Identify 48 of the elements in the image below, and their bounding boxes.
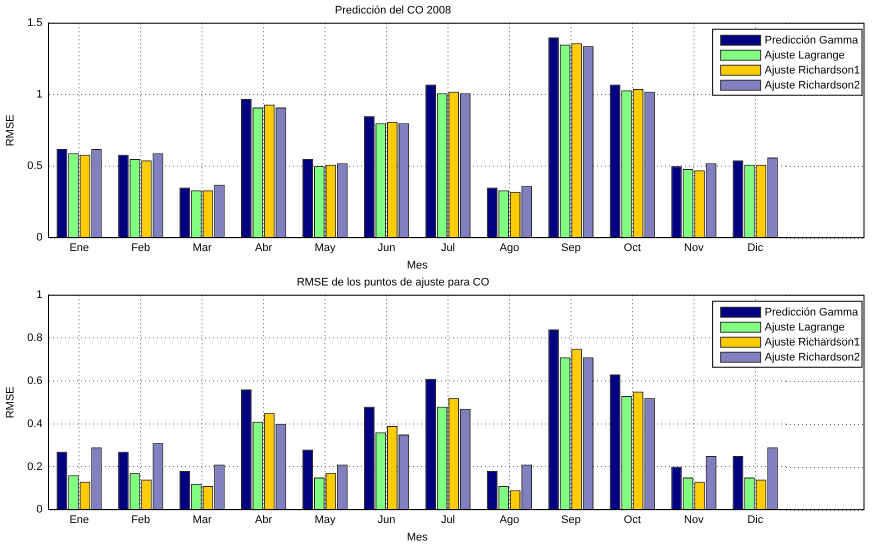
x-tick-label: Dic <box>747 514 764 526</box>
y-tick-label: 0.8 <box>27 332 42 344</box>
x-tick-label: May <box>314 514 336 526</box>
x-tick-label: Ene <box>69 242 90 254</box>
x-tick-label: Nov <box>684 242 704 254</box>
x-tick-label: Mar <box>192 514 212 526</box>
y-tick-label: 1.5 <box>27 17 42 30</box>
chart-title: Predicción del CO 2008 <box>334 4 452 17</box>
x-tick-label: Ago <box>500 242 520 254</box>
x-tick-label: Sep <box>561 242 581 254</box>
y-tick-label: 0 <box>36 504 42 516</box>
chart-title: RMSE de los puntos de ajuste para CO <box>296 276 490 289</box>
x-axis-title: Mes <box>406 259 428 272</box>
y-axis-title: RMSE <box>4 114 17 146</box>
x-tick-label: Oct <box>624 514 641 526</box>
x-tick-label: Ene <box>69 514 90 526</box>
x-axis-title: Mes <box>406 531 428 544</box>
legend-label: Ajuste Richardson1 <box>764 64 860 77</box>
y-axis-title: RMSE <box>4 386 17 418</box>
y-tick-label: 1 <box>36 88 42 101</box>
legend-label: Ajuste Richardson1 <box>764 336 860 349</box>
x-tick-label: Abr <box>255 514 272 526</box>
legend-label: Ajuste Richardson2 <box>764 352 860 364</box>
x-tick-label: Oct <box>624 242 641 254</box>
x-tick-label: Dic <box>747 242 764 254</box>
x-tick-label: Jul <box>440 242 456 254</box>
y-tick-label: 1 <box>36 289 42 302</box>
y-tick-label: 0 <box>36 232 42 244</box>
legend-label: Predicción Gamma <box>764 34 860 47</box>
x-tick-label: Mar <box>192 242 212 254</box>
y-tick-label: 0.6 <box>27 374 42 387</box>
legend-label: Ajuste Lagrange <box>764 50 845 62</box>
legend-label: Predicción Gamma <box>764 306 860 319</box>
x-tick-label: Jun <box>378 514 396 526</box>
x-tick-label: Feb <box>131 514 150 526</box>
legend-label: Ajuste Lagrange <box>764 322 845 334</box>
y-tick-label: 0.5 <box>27 160 42 172</box>
x-tick-label: Abr <box>255 242 272 254</box>
x-tick-label: Nov <box>684 514 704 526</box>
x-tick-label: Jul <box>440 514 456 526</box>
y-tick-label: 0.2 <box>27 460 42 473</box>
x-tick-label: Feb <box>131 242 150 254</box>
x-tick-label: May <box>314 242 336 254</box>
x-tick-label: Sep <box>561 514 581 526</box>
y-tick-label: 0.4 <box>27 418 42 430</box>
legend-label: Ajuste Richardson2 <box>764 80 860 92</box>
x-tick-label: Jun <box>378 242 396 254</box>
x-tick-label: Ago <box>500 514 520 526</box>
